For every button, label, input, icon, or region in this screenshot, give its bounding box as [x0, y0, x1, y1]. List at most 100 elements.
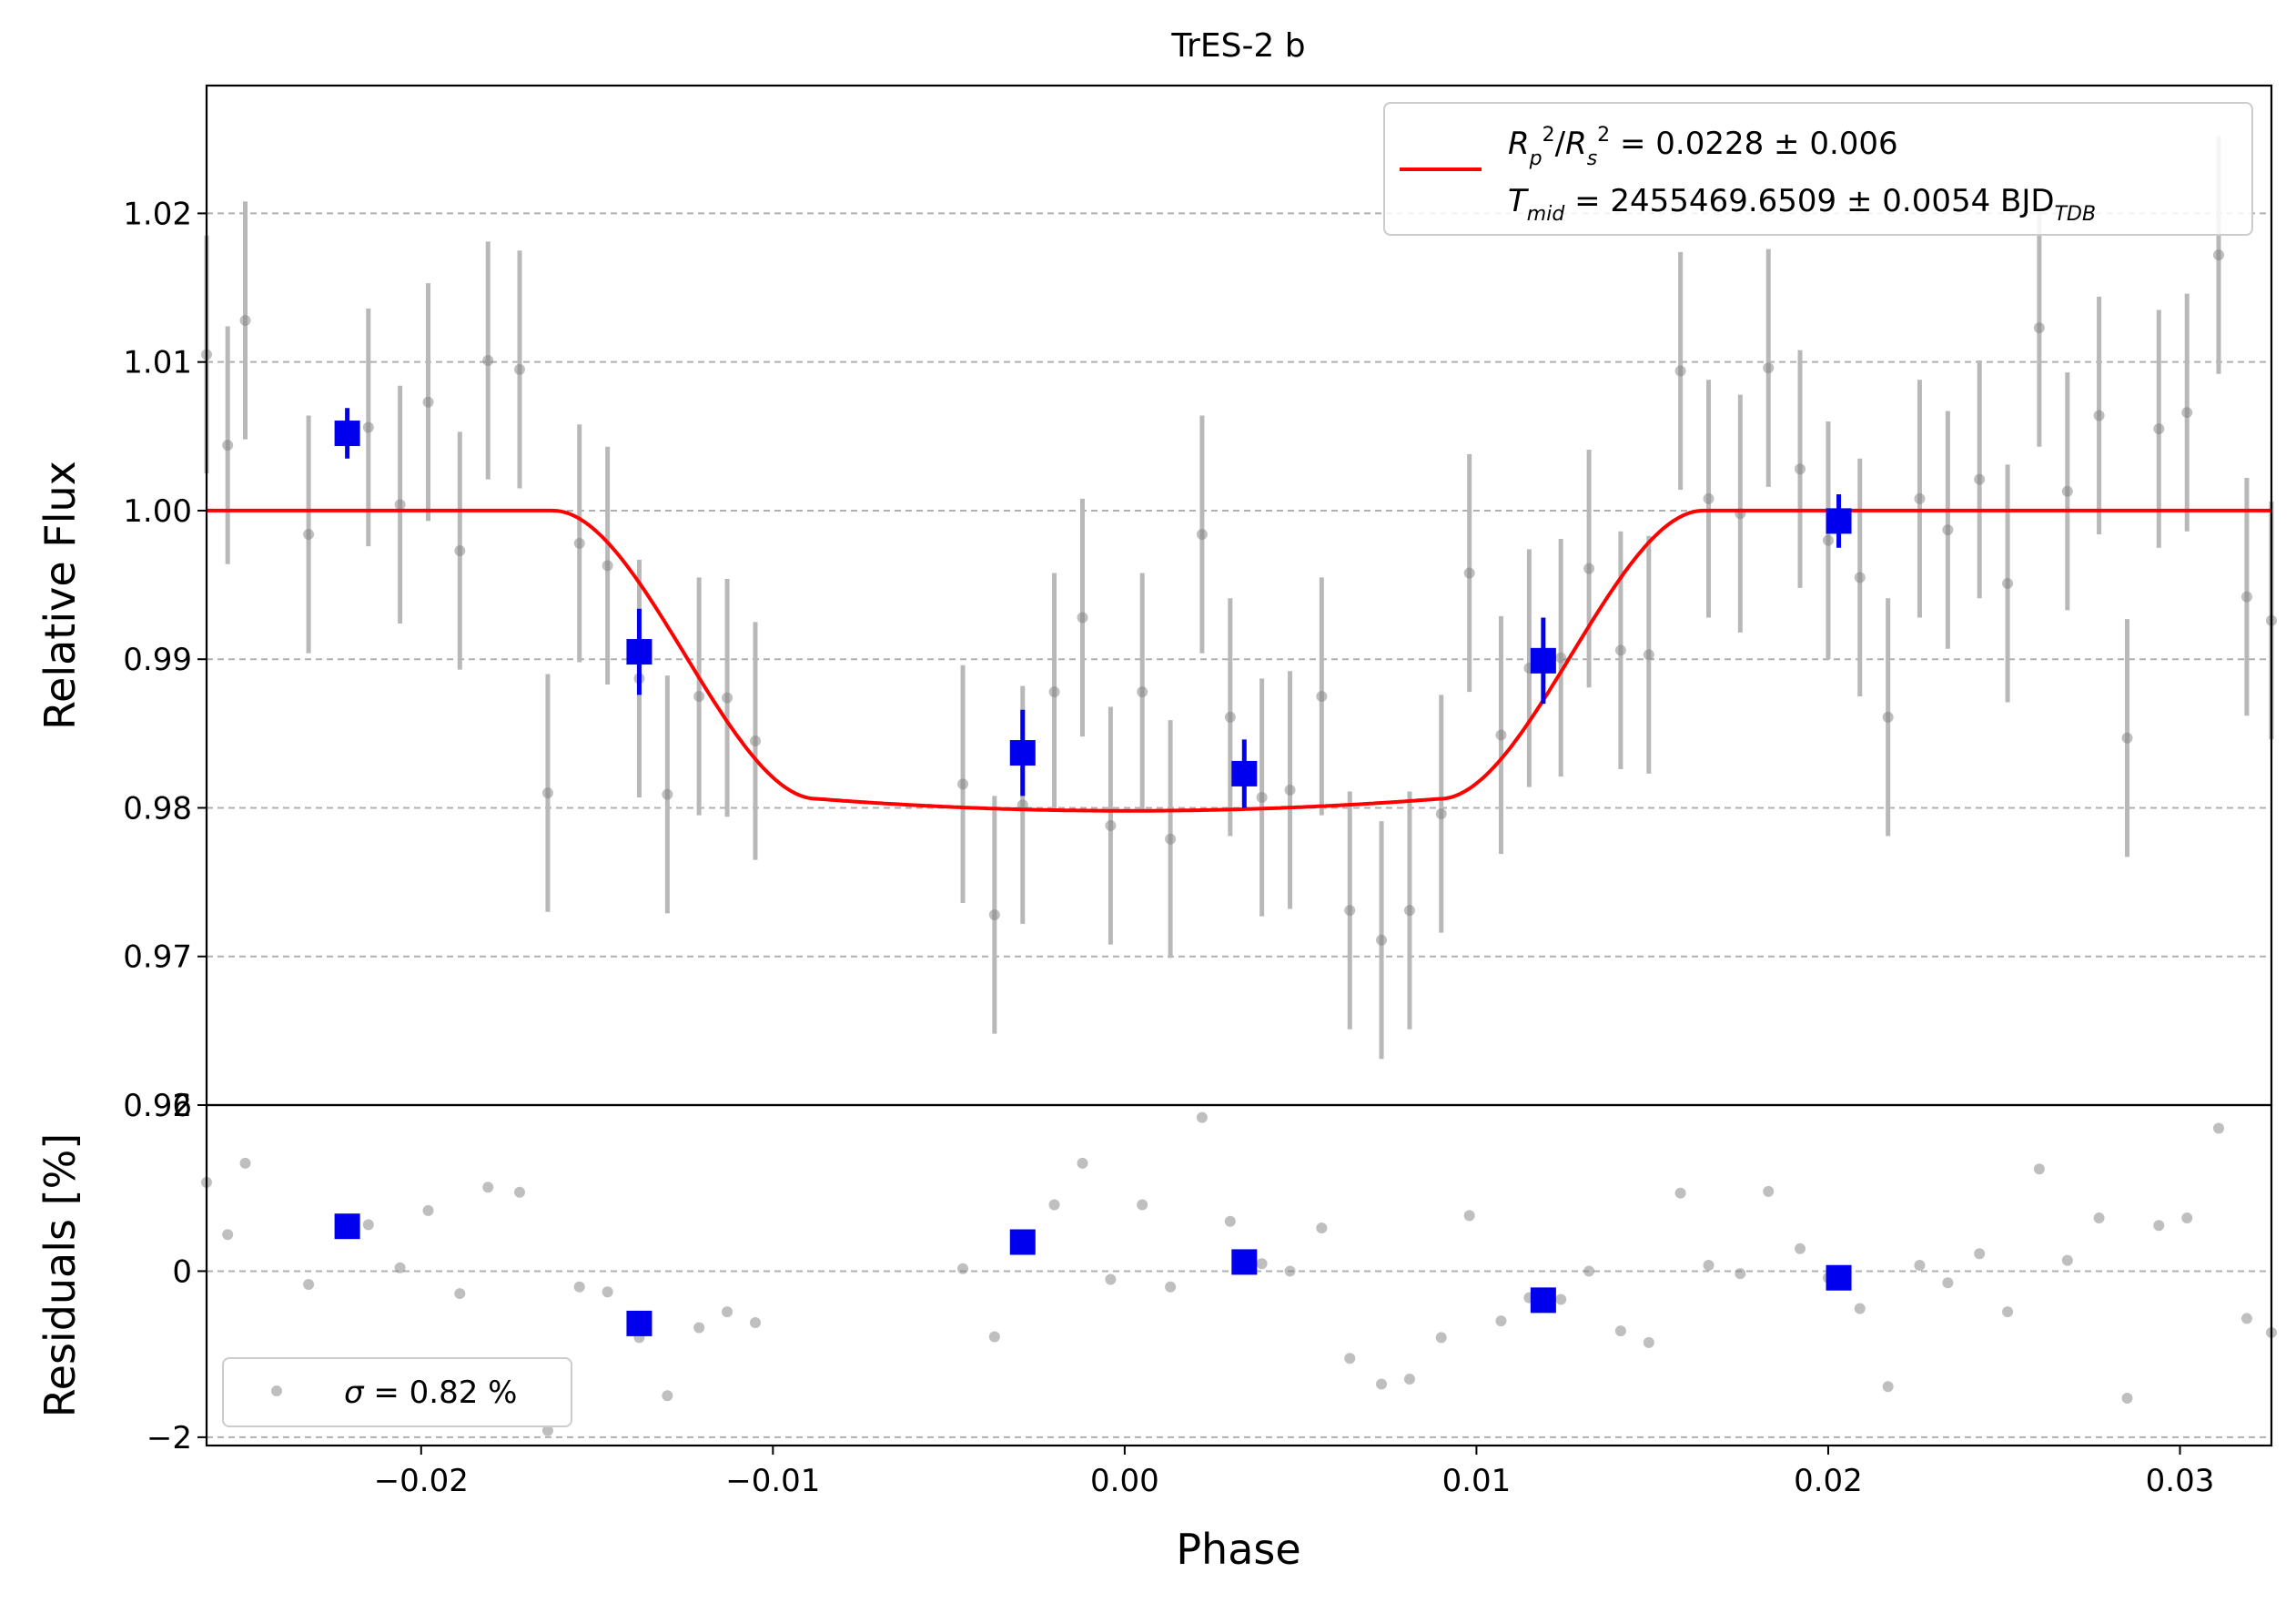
flux-legend-depth-text: Rp2/Rs2 = 0.0228 ± 0.006 [1508, 124, 1898, 170]
x-axis-label: Phase [1176, 1525, 1300, 1574]
residual-point [482, 1182, 494, 1193]
residuals-axes-frame [205, 1103, 2273, 1447]
flux-point [750, 736, 762, 746]
residual-point [2061, 1254, 2073, 1266]
residual-point [1463, 1210, 1475, 1222]
flux-point [1256, 792, 1268, 804]
residual-point [2240, 1313, 2252, 1324]
flux-point [1822, 534, 1834, 546]
flux-point [2181, 407, 2193, 419]
y-tick-label: 0.99 [123, 642, 192, 678]
transit-model [207, 508, 2271, 813]
flux-point [1463, 567, 1475, 579]
residual-point [1435, 1332, 1447, 1344]
flux-point [1224, 711, 1236, 723]
flux-panel: 0.96 0.97 0.98 0.99 1.00 1.01 1.02 Relative Fl… [35, 84, 2277, 1124]
residual-point [1077, 1157, 1088, 1169]
flux-point [422, 396, 434, 408]
residual-point [693, 1322, 705, 1334]
flux-point [1614, 644, 1626, 656]
flux-binned-point [1231, 760, 1258, 786]
y-tick-label: 0.98 [123, 790, 192, 827]
residual-point [1284, 1265, 1296, 1277]
flux-point [222, 440, 234, 451]
flux-point [394, 499, 406, 511]
residual-point [1643, 1336, 1654, 1348]
residual-point [957, 1263, 969, 1274]
flux-point [988, 909, 1000, 921]
x-tick-label: −0.02 [374, 1463, 469, 1499]
flux-point [2153, 423, 2165, 435]
flux-point [1795, 463, 1806, 475]
flux-point [1882, 711, 1894, 723]
residuals-legend-text: σ = 0.82 % [344, 1375, 517, 1411]
residual-point [454, 1288, 466, 1300]
residual-point [1316, 1223, 1328, 1234]
flux-point [1763, 362, 1775, 374]
residual-point [1974, 1248, 1986, 1260]
residual-point [222, 1229, 234, 1241]
residuals-legend: σ = 0.82 % [222, 1357, 572, 1427]
y-tick-label: 0.96 [123, 1088, 192, 1124]
flux-point [1137, 686, 1148, 698]
residual-point [541, 1425, 553, 1436]
residual-point [1795, 1243, 1806, 1254]
residuals-legend-box [222, 1357, 572, 1427]
y-tick-label: 0 [172, 1253, 192, 1290]
flux-legend-tmid-text: Tmid = 2455469.6509 ± 0.0054 BJDTDB [1508, 183, 2096, 226]
y-tick-label: −2 [147, 1420, 192, 1456]
flux-point [662, 788, 673, 800]
residual-binned-point [334, 1213, 360, 1240]
flux-point [1914, 492, 1926, 504]
residual-point [1256, 1258, 1268, 1270]
flux-y-axis-label: Relative Flux [35, 461, 85, 730]
flux-point [541, 787, 553, 799]
residual-point [722, 1306, 733, 1318]
flux-point [1703, 492, 1714, 504]
flux-point [1643, 649, 1654, 661]
flux-point [1854, 572, 1866, 583]
flux-binned-points [334, 408, 1852, 808]
flux-point [1555, 652, 1567, 664]
flux-point [1344, 905, 1356, 917]
flux-point [1316, 691, 1328, 703]
residual-point [1703, 1260, 1714, 1272]
y-tick-label: 1.02 [123, 196, 192, 232]
residual-point [362, 1219, 374, 1231]
y-tick-label: 0.97 [123, 939, 192, 976]
residual-point [394, 1262, 406, 1273]
y-tick-label: 2 [172, 1088, 192, 1124]
x-tick-label: 0.02 [1794, 1463, 1863, 1499]
flux-point [2033, 322, 2045, 334]
residual-point [662, 1390, 673, 1402]
flux-point [2240, 591, 2252, 603]
transit-model-curve [207, 508, 2271, 813]
residual-point [1196, 1111, 1208, 1123]
residual-point [1914, 1260, 1926, 1272]
residual-point [1674, 1187, 1686, 1199]
residual-point [514, 1186, 526, 1198]
flux-point [573, 537, 585, 549]
flux-point [693, 691, 705, 703]
flux-legend: Rp2/Rs2 = 0.0228 ± 0.006 Tmid = 2455469.… [1383, 102, 2253, 236]
flux-point [1196, 529, 1208, 541]
residual-point [1495, 1315, 1507, 1327]
flux-raw-points [201, 136, 2277, 1060]
residual-binned-point [1530, 1287, 1556, 1314]
residuals-y-axis-label: Residuals [%] [35, 1133, 85, 1417]
flux-point [1942, 524, 1954, 536]
residual-point [1555, 1294, 1567, 1305]
flux-point [1674, 365, 1686, 377]
flux-point [303, 529, 315, 541]
residual-point [1165, 1281, 1177, 1293]
residual-point [422, 1204, 434, 1216]
residuals-panel: −2 0 2 Residuals [%] σ = 0.82 % [35, 1088, 2277, 1456]
flux-point [1583, 563, 1595, 574]
residual-point [1614, 1325, 1626, 1337]
residual-point [1583, 1265, 1595, 1277]
residual-point [2033, 1163, 2045, 1175]
x-tick-label: 0.01 [1442, 1463, 1512, 1499]
flux-point [2002, 577, 2014, 589]
residual-binned-point [1009, 1229, 1036, 1255]
residual-point [573, 1281, 585, 1293]
